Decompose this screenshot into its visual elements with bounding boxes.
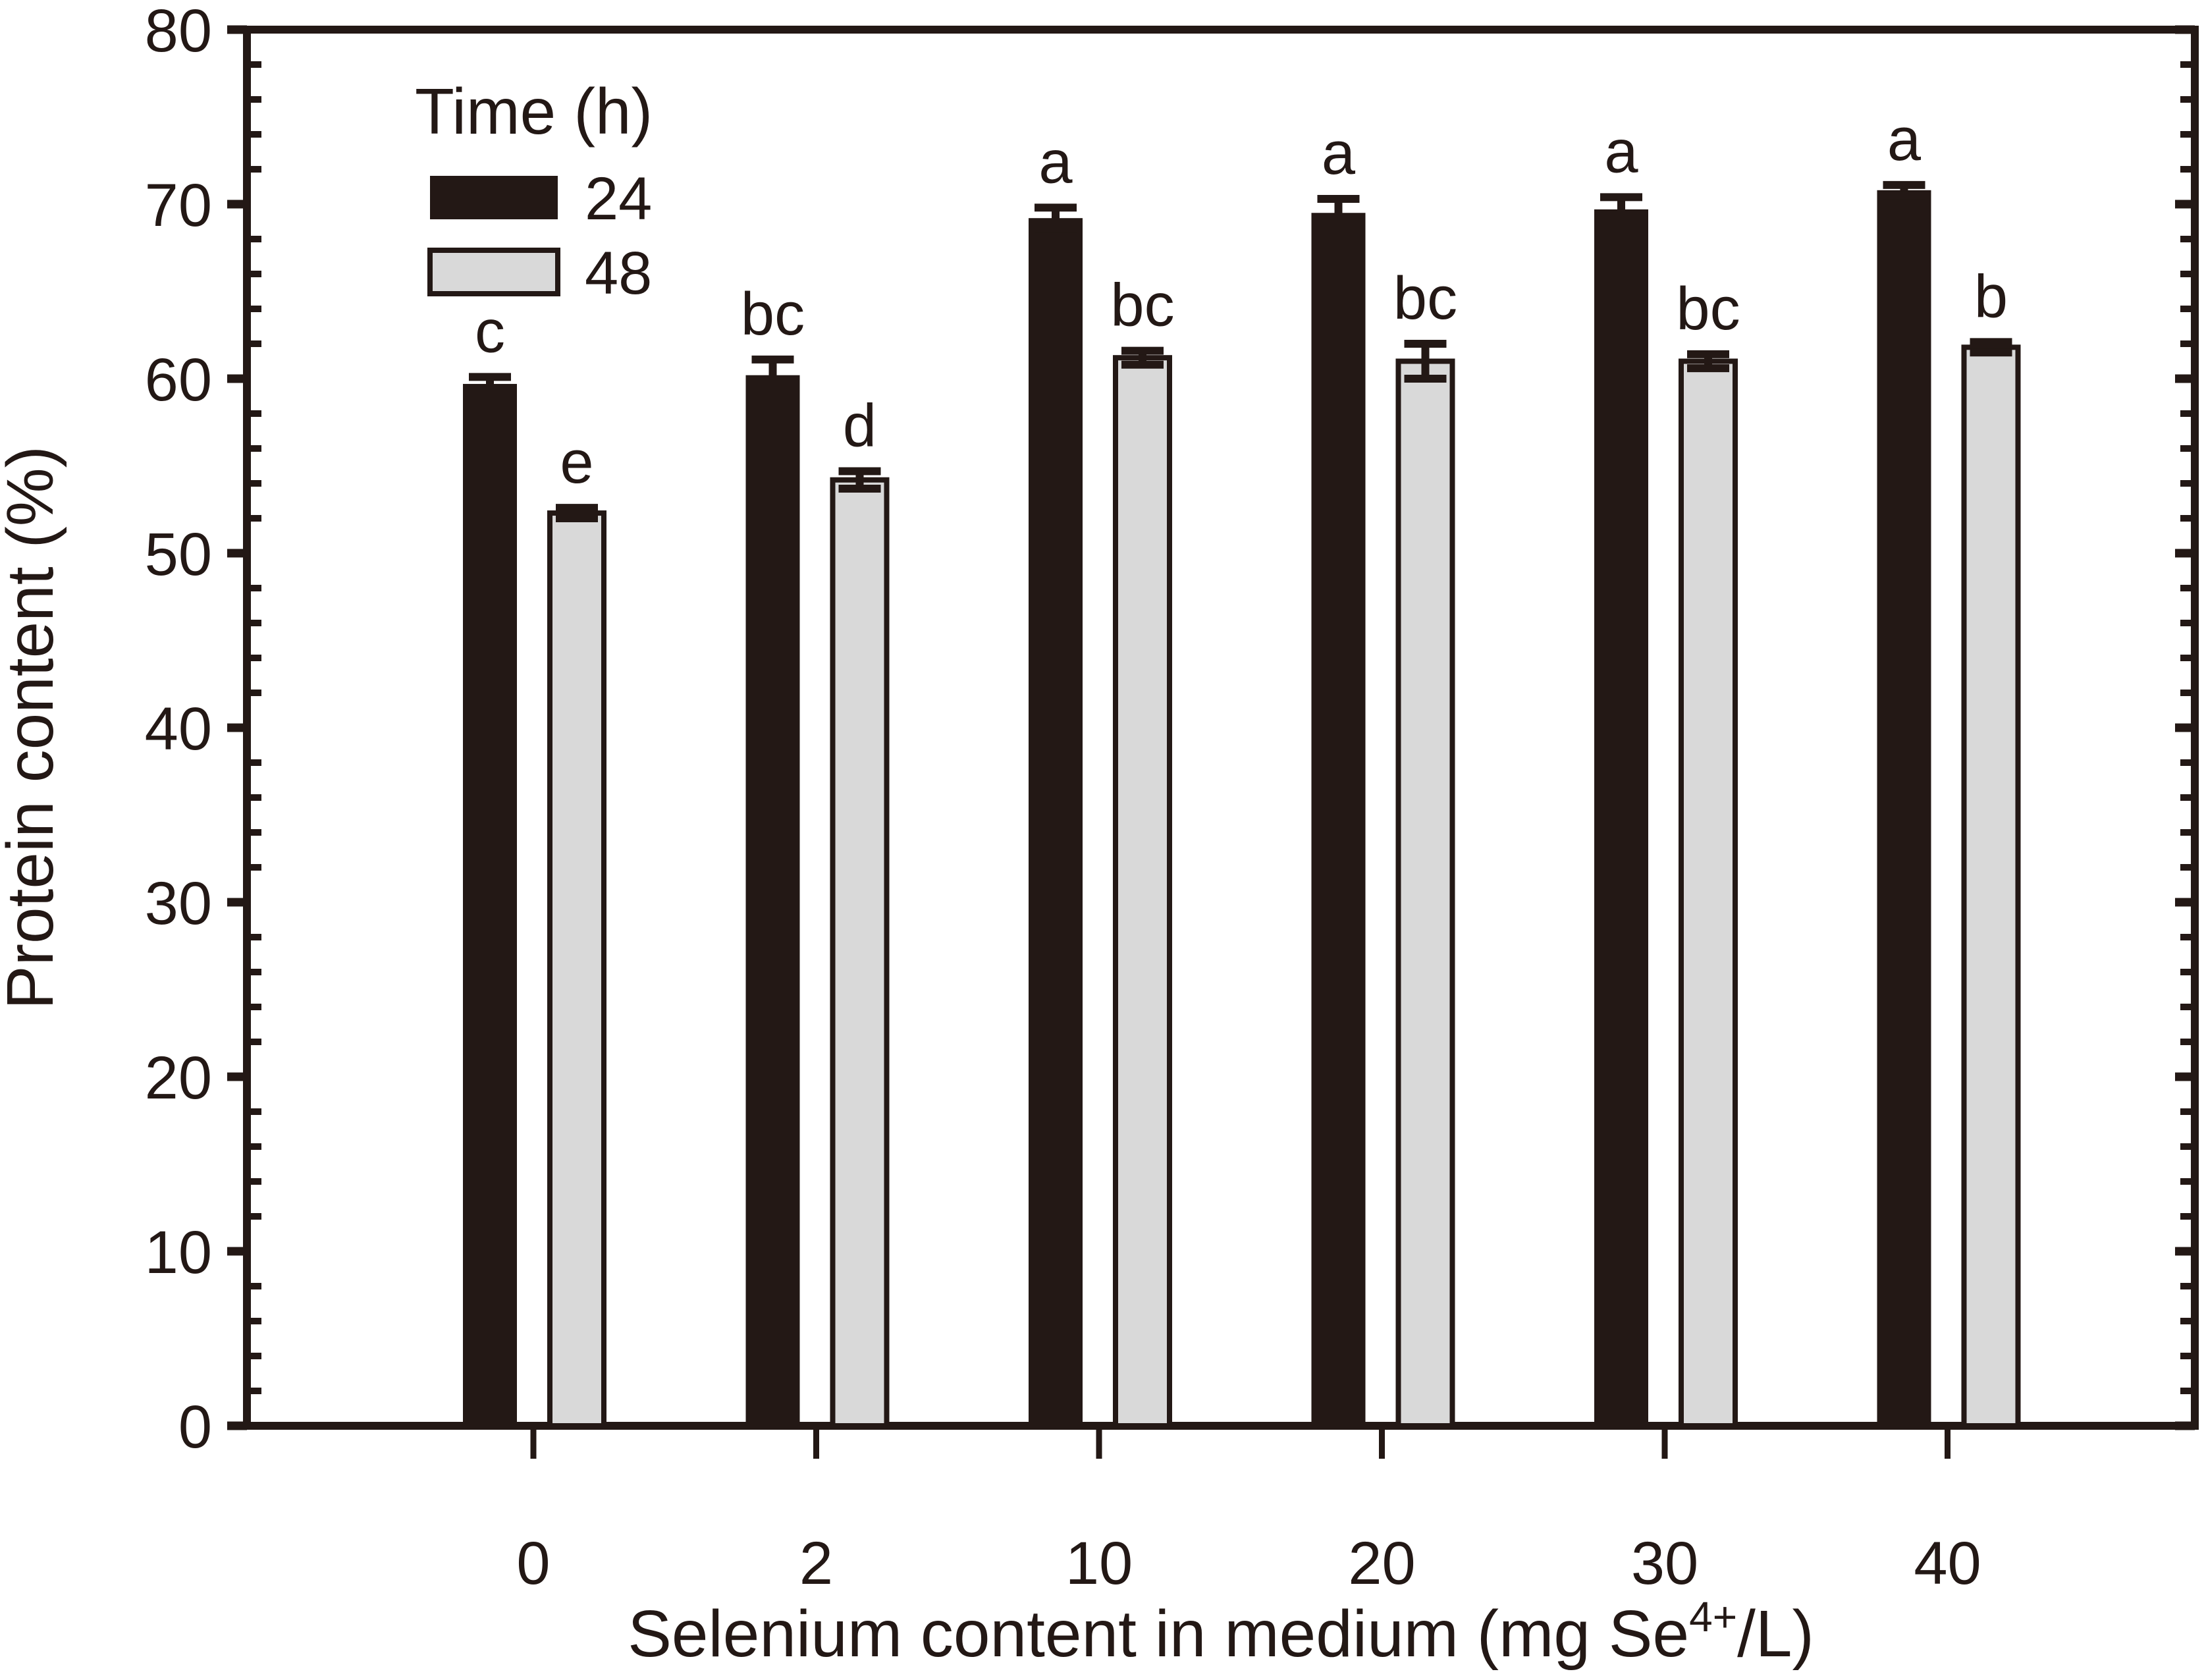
significance-label: a bbox=[1887, 106, 1922, 173]
y-tick-label: 40 bbox=[145, 695, 212, 763]
bar-24h bbox=[1877, 190, 1931, 1426]
bar-48h bbox=[1679, 358, 1738, 1428]
significance-label: bc bbox=[1676, 275, 1740, 342]
y-tick-label: 10 bbox=[145, 1219, 212, 1286]
x-tick-label: 20 bbox=[1348, 1530, 1415, 1597]
x-tick-label: 2 bbox=[799, 1530, 833, 1597]
y-tick-label: 80 bbox=[145, 0, 212, 65]
bar-48h bbox=[547, 510, 606, 1428]
legend-label-48h: 48 bbox=[585, 240, 652, 307]
bar-48h bbox=[830, 477, 890, 1429]
significance-label: a bbox=[1322, 120, 1356, 187]
bar-24h bbox=[1311, 213, 1366, 1426]
plot-area: 010203040506070800ce2bcd10abc20abc30abc4… bbox=[145, 0, 2199, 1597]
bar-24h bbox=[1029, 218, 1083, 1426]
significance-label: bc bbox=[741, 281, 805, 348]
bar-24h bbox=[463, 383, 517, 1426]
x-axis-title-base: Selenium content in medium (mg Se bbox=[628, 1597, 1689, 1671]
significance-label: bc bbox=[1393, 265, 1457, 332]
x-tick-label: 40 bbox=[1914, 1530, 1981, 1597]
y-tick-label: 0 bbox=[178, 1394, 212, 1461]
legend-label-24h: 24 bbox=[585, 165, 652, 232]
bar-24h bbox=[1594, 209, 1648, 1426]
x-axis-title: Selenium content in medium (mg Se4+/L) bbox=[628, 1593, 1814, 1671]
bar-48h bbox=[1395, 358, 1455, 1428]
x-tick-label: 0 bbox=[516, 1530, 550, 1597]
significance-label: d bbox=[843, 392, 876, 459]
y-tick-label: 70 bbox=[145, 172, 212, 239]
x-axis-title-superscript: 4+ bbox=[1689, 1593, 1737, 1640]
bar-24h bbox=[745, 375, 800, 1426]
bar-48h bbox=[1961, 344, 2021, 1428]
bar-48h bbox=[1113, 355, 1172, 1429]
y-tick-label: 60 bbox=[145, 346, 212, 414]
significance-label: a bbox=[1604, 118, 1638, 185]
y-tick-label: 50 bbox=[145, 521, 212, 588]
y-tick-label: 20 bbox=[145, 1044, 212, 1112]
y-tick-label: 30 bbox=[145, 870, 212, 937]
significance-label: a bbox=[1038, 128, 1073, 196]
x-tick-label: 10 bbox=[1065, 1530, 1133, 1597]
significance-label: bc bbox=[1110, 272, 1174, 339]
legend-swatch-24h bbox=[430, 176, 558, 219]
legend-swatch-48h bbox=[427, 248, 560, 296]
y-axis-title: Protein content (%) bbox=[0, 446, 67, 1010]
x-tick-label: 30 bbox=[1631, 1530, 1698, 1597]
legend-title: Time (h) bbox=[415, 75, 653, 148]
significance-label: e bbox=[560, 429, 593, 496]
x-axis-title-end: /L) bbox=[1737, 1597, 1814, 1671]
legend: Time (h) 24 48 bbox=[415, 75, 653, 307]
significance-label: b bbox=[1974, 263, 2008, 330]
significance-label: c bbox=[475, 298, 505, 365]
